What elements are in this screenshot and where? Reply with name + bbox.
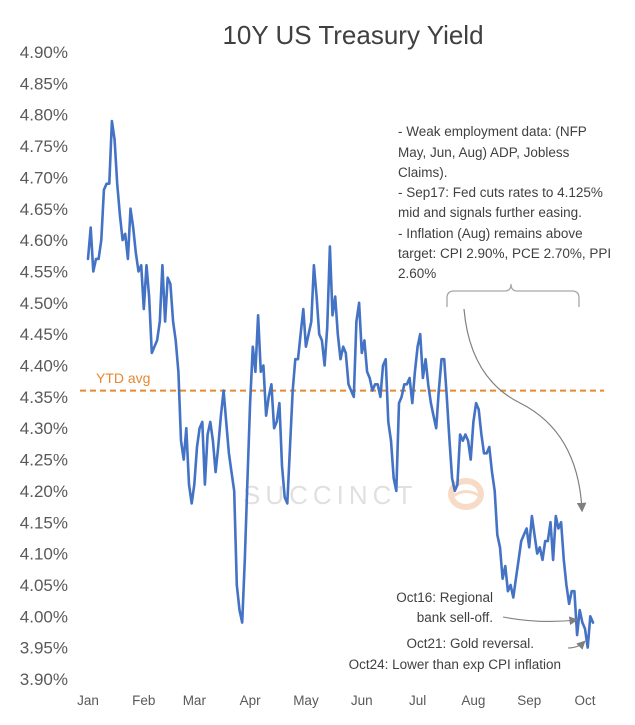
annotation-line-7: target: CPI 2.90%, PCE 2.70%, PPI (398, 246, 611, 261)
y-tick-label: 4.50% (20, 294, 68, 313)
callout-oct24: Oct24: Lower than exp CPI inflation (349, 657, 561, 672)
callout-oct21: Oct21: Gold reversal. (406, 636, 586, 651)
x-tick-label: Jun (351, 693, 373, 708)
y-tick-label: 3.95% (20, 639, 68, 658)
callout-oct16-line-1: Oct16: Regional (396, 590, 493, 605)
callout-oct21-arrow (567, 640, 586, 650)
ytd-avg-label: YTD avg (96, 370, 150, 386)
yield-series-line (86, 119, 595, 649)
annotation-line-8: 2.60% (398, 266, 436, 281)
callout-oct21-text: Oct21: Gold reversal. (406, 636, 534, 651)
x-tick-label: Feb (132, 693, 155, 708)
annotation-line-3: Claims). (398, 165, 448, 180)
x-tick-label: Aug (461, 693, 485, 708)
y-tick-label: 4.05% (20, 576, 68, 595)
x-tick-label: Jan (77, 693, 99, 708)
annotation-line-1: - Weak employment data: (NFP (398, 124, 587, 139)
x-tick-label: Mar (183, 693, 207, 708)
callout-oct16: Oct16: Regional bank sell-off. (396, 590, 579, 626)
annotation-arrow (463, 308, 587, 513)
y-tick-label: 4.40% (20, 357, 68, 376)
watermark: SUCCINCT (243, 478, 484, 510)
y-tick-label: 4.20% (20, 482, 68, 501)
y-tick-label: 4.00% (20, 607, 68, 626)
callout-oct24-text: Oct24: Lower than exp CPI inflation (349, 657, 561, 672)
x-tick-label: Apr (240, 693, 262, 708)
x-tick-label: Oct (575, 693, 596, 708)
callout-oct16-line-2: bank sell-off. (417, 610, 493, 625)
y-tick-label: 4.65% (20, 200, 68, 219)
x-axis-tick-labels: Jan Feb Mar Apr May Jun Jul Aug Sep Oct (77, 693, 596, 708)
y-tick-label: 4.75% (20, 137, 68, 156)
y-tick-label: 4.15% (20, 513, 68, 532)
annotation-line-5: mid and signals further easing. (398, 205, 582, 220)
annotation-block: - Weak employment data: (NFP May, Jun, A… (398, 124, 611, 281)
annotation-line-4: - Sep17: Fed cuts rates to 4.125% (398, 185, 603, 200)
callout-oct16-arrow (502, 616, 579, 626)
y-tick-label: 3.90% (20, 670, 68, 689)
y-tick-label: 4.45% (20, 325, 68, 344)
y-tick-label: 4.85% (20, 74, 68, 93)
annotation-brace (446, 283, 580, 307)
y-tick-label: 4.35% (20, 388, 68, 407)
annotation-line-6: - Inflation (Aug) remains above (398, 226, 583, 241)
x-tick-label: Jul (409, 693, 426, 708)
y-tick-label: 4.90% (20, 43, 68, 62)
y-tick-label: 4.55% (20, 262, 68, 281)
x-tick-label: Sep (517, 693, 541, 708)
y-tick-label: 4.25% (20, 451, 68, 470)
y-tick-label: 4.60% (20, 231, 68, 250)
chart-title: 10Y US Treasury Yield (222, 20, 483, 50)
watermark-text: SUCCINCT (243, 480, 417, 510)
y-axis-tick-labels: 4.90% 4.85% 4.80% 4.75% 4.70% 4.65% 4.60% 4.55%… (20, 43, 68, 689)
y-tick-label: 4.70% (20, 168, 68, 187)
y-tick-label: 4.80% (20, 106, 68, 125)
annotation-line-2: May, Jun, Aug) ADP, Jobless (398, 145, 570, 160)
x-tick-label: May (293, 693, 319, 708)
y-tick-label: 4.10% (20, 545, 68, 564)
watermark-logo-icon (448, 478, 484, 510)
y-tick-label: 4.30% (20, 419, 68, 438)
